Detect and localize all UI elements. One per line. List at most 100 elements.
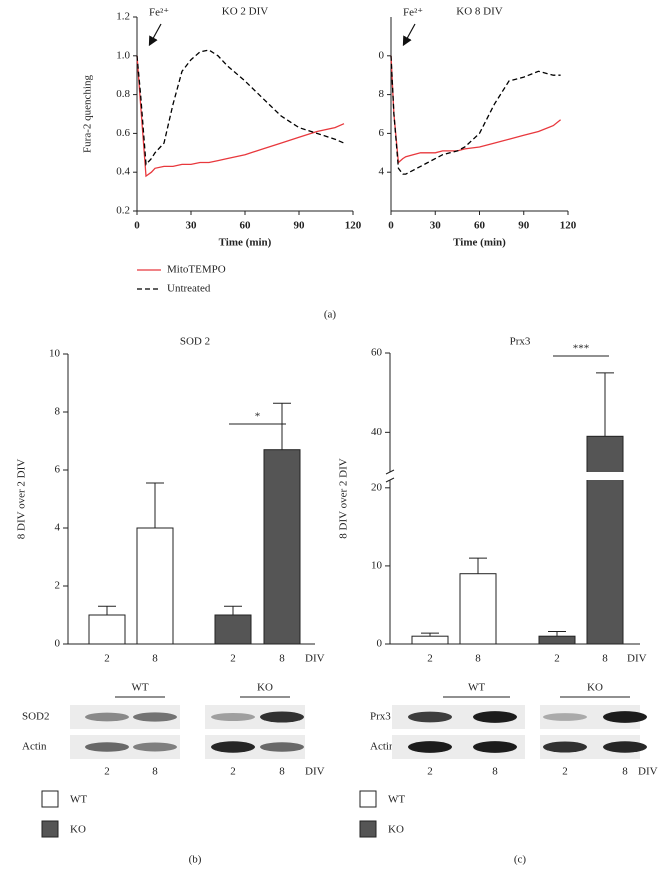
blot-band xyxy=(603,711,647,723)
x-tick-label: 0 xyxy=(134,220,140,232)
axis xyxy=(136,17,353,212)
blot-row-label: Prx3 xyxy=(370,711,391,723)
x-tick-label: 30 xyxy=(186,220,198,232)
significance-label: *** xyxy=(573,343,590,355)
x-tick-label: 8 xyxy=(602,653,608,665)
y-tick-label: 0 xyxy=(377,638,383,650)
y-axis-label: 8 DIV over 2 DIV xyxy=(16,459,28,540)
y-tick-label: 0.2 xyxy=(116,205,130,217)
blot-unit-label: DIV xyxy=(305,766,325,778)
blot-lane-label: 2 xyxy=(230,766,236,778)
bar xyxy=(538,635,576,645)
x-tick-label: 2 xyxy=(104,653,110,665)
y-tick-label: 60 xyxy=(371,347,383,359)
blot-band xyxy=(408,711,452,723)
blot-band xyxy=(603,741,647,753)
x-tick-label: 90 xyxy=(518,220,530,232)
blot-band xyxy=(133,712,177,722)
x-axis-label: Time (min) xyxy=(453,237,506,249)
chart-title: Prx3 xyxy=(510,336,531,348)
blot-group-label: WT xyxy=(468,682,485,694)
series-line xyxy=(136,49,345,166)
y-tick-label: 4 xyxy=(55,522,61,534)
y-tick-label: 0 xyxy=(55,638,61,650)
bar xyxy=(214,614,252,645)
blot-band xyxy=(408,741,452,753)
blot-lane-label: 2 xyxy=(427,766,433,778)
axis-break xyxy=(382,472,632,480)
blot-group-label: KO xyxy=(257,682,273,694)
y-tick-label: 40 xyxy=(371,426,383,438)
legend-swatch xyxy=(359,790,377,808)
blot-band xyxy=(473,711,517,723)
blot-band xyxy=(133,742,177,752)
bar xyxy=(263,449,301,645)
blot-band xyxy=(260,711,304,723)
blot-band xyxy=(543,741,587,753)
x-tick-label: 8 xyxy=(475,653,481,665)
panel-label: (b) xyxy=(189,854,202,866)
blot-row-label: Actin xyxy=(22,741,47,753)
y-tick-label: 1.0 xyxy=(116,49,130,61)
blot-group-label: WT xyxy=(131,682,148,694)
blot-lane-label: 8 xyxy=(622,766,628,778)
x-axis-label: Time (min) xyxy=(219,237,272,249)
blot-band xyxy=(85,712,129,722)
x-tick-label: 30 xyxy=(430,220,442,232)
x-tick-label: 120 xyxy=(560,220,577,232)
blot-row-label: SOD2 xyxy=(22,711,50,723)
y-tick-label: 0.4 xyxy=(116,166,130,178)
blot-band xyxy=(85,742,129,752)
bar xyxy=(411,635,449,645)
bar xyxy=(586,435,624,645)
y-tick-label: 6 xyxy=(379,127,385,139)
legend-label: WT xyxy=(388,794,405,806)
blot-band xyxy=(260,742,304,752)
blot-band xyxy=(211,741,255,753)
y-tick-label: 8 xyxy=(55,406,61,418)
legend-label: KO xyxy=(388,824,404,836)
y-tick-label: 2 xyxy=(55,580,61,592)
y-tick-label: 0.6 xyxy=(116,127,130,139)
x-unit-label: DIV xyxy=(305,653,325,665)
blot-lane-label: 8 xyxy=(152,766,158,778)
y-tick-label: 6 xyxy=(55,464,61,476)
y-tick-label: 0 xyxy=(379,49,385,61)
x-tick-label: 60 xyxy=(240,220,252,232)
blot-row-label: Actin xyxy=(370,741,395,753)
x-tick-label: 2 xyxy=(427,653,433,665)
annotation: Fe²⁺ xyxy=(403,7,423,19)
legend-swatch xyxy=(41,820,59,838)
x-tick-label: 8 xyxy=(279,653,285,665)
y-tick-label: 0.8 xyxy=(116,88,130,100)
y-tick-label: 10 xyxy=(371,559,383,571)
x-tick-label: 8 xyxy=(152,653,158,665)
x-unit-label: DIV xyxy=(627,653,647,665)
x-tick-label: 2 xyxy=(230,653,236,665)
blot-lane-label: 8 xyxy=(492,766,498,778)
y-tick-label: 10 xyxy=(49,348,61,360)
legend-label: WT xyxy=(70,794,87,806)
blot-lane-label: 2 xyxy=(562,766,568,778)
blot-lane-label: 2 xyxy=(104,766,110,778)
annotation: Fe²⁺ xyxy=(149,7,169,19)
legend-swatch xyxy=(41,790,59,808)
blot-band xyxy=(543,713,587,721)
panel-label: (c) xyxy=(514,854,527,866)
y-tick-label: 1.2 xyxy=(116,11,130,23)
bar xyxy=(136,527,174,645)
y-axis-label: 8 DIV over 2 DIV xyxy=(338,458,350,539)
x-tick-label: 60 xyxy=(474,220,486,232)
blot-group-label: KO xyxy=(587,682,603,694)
y-tick-label: 4 xyxy=(379,166,385,178)
y-tick-label: 8 xyxy=(379,88,385,100)
y-tick-label: 20 xyxy=(371,481,383,493)
bar xyxy=(459,573,497,645)
series-line xyxy=(136,55,345,178)
legend-swatch xyxy=(359,820,377,838)
x-tick-label: 90 xyxy=(294,220,306,232)
x-tick-label: 2 xyxy=(554,653,560,665)
blot-unit-label: DIV xyxy=(638,766,658,778)
annotation-arrow xyxy=(402,23,416,47)
blot-band xyxy=(473,741,517,753)
